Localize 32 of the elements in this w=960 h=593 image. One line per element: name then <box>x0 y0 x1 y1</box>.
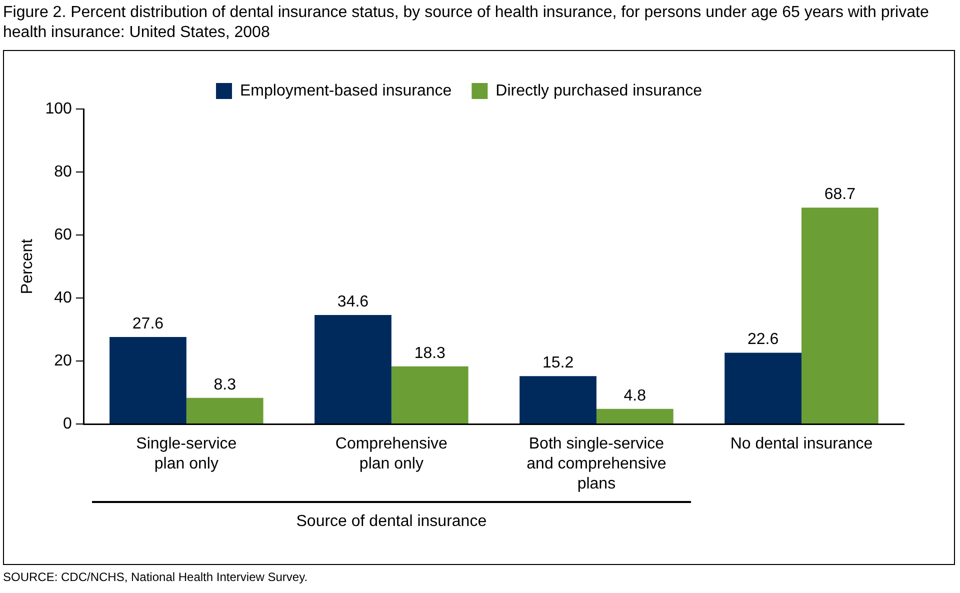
data-label: 15.2 <box>542 354 574 372</box>
legend-label: Directly purchased insurance <box>496 82 702 100</box>
y-axis-title: Percent <box>19 238 36 294</box>
bar <box>186 398 264 424</box>
x-tick-label: Comprehensive plan only <box>335 435 448 472</box>
y-tick-label: 40 <box>54 289 72 306</box>
data-label: 22.6 <box>747 331 779 348</box>
legend-label: Employment-based insurance <box>240 82 452 100</box>
y-tick-label: 80 <box>54 163 72 180</box>
bar <box>596 408 674 424</box>
data-label: 18.3 <box>414 344 446 362</box>
x-tick-label: Both single-service and comprehensive plans <box>526 435 666 492</box>
bar <box>110 337 186 424</box>
data-label: 27.6 <box>132 315 164 332</box>
bar <box>724 352 802 424</box>
y-tick-label: 100 <box>45 100 72 118</box>
x-axis-title: Source of dental insurance <box>295 513 488 531</box>
y-tick-label: 60 <box>54 226 72 244</box>
bar <box>314 315 392 424</box>
x-tick-label: Single-service plan only <box>136 435 237 472</box>
data-label: 68.7 <box>824 186 856 203</box>
bar <box>520 376 596 424</box>
bar <box>801 208 878 424</box>
x-tick-label: No dental insurance <box>730 435 873 452</box>
y-tick-label: 20 <box>54 352 72 370</box>
chart-title: Figure 2. Percent distribution of dental insurance status, by source of health insurance, for persons under age 65 years with private health insurance: United States, 2008 <box>3 3 930 43</box>
data-label: 34.6 <box>337 293 369 310</box>
data-label: 8.3 <box>214 376 236 394</box>
source-note: SOURCE: CDC/NCHS, National Health Interview Survey. <box>3 570 308 584</box>
y-tick-label: 0 <box>62 415 72 432</box>
bar <box>391 366 468 424</box>
data-label: 4.8 <box>624 387 646 404</box>
